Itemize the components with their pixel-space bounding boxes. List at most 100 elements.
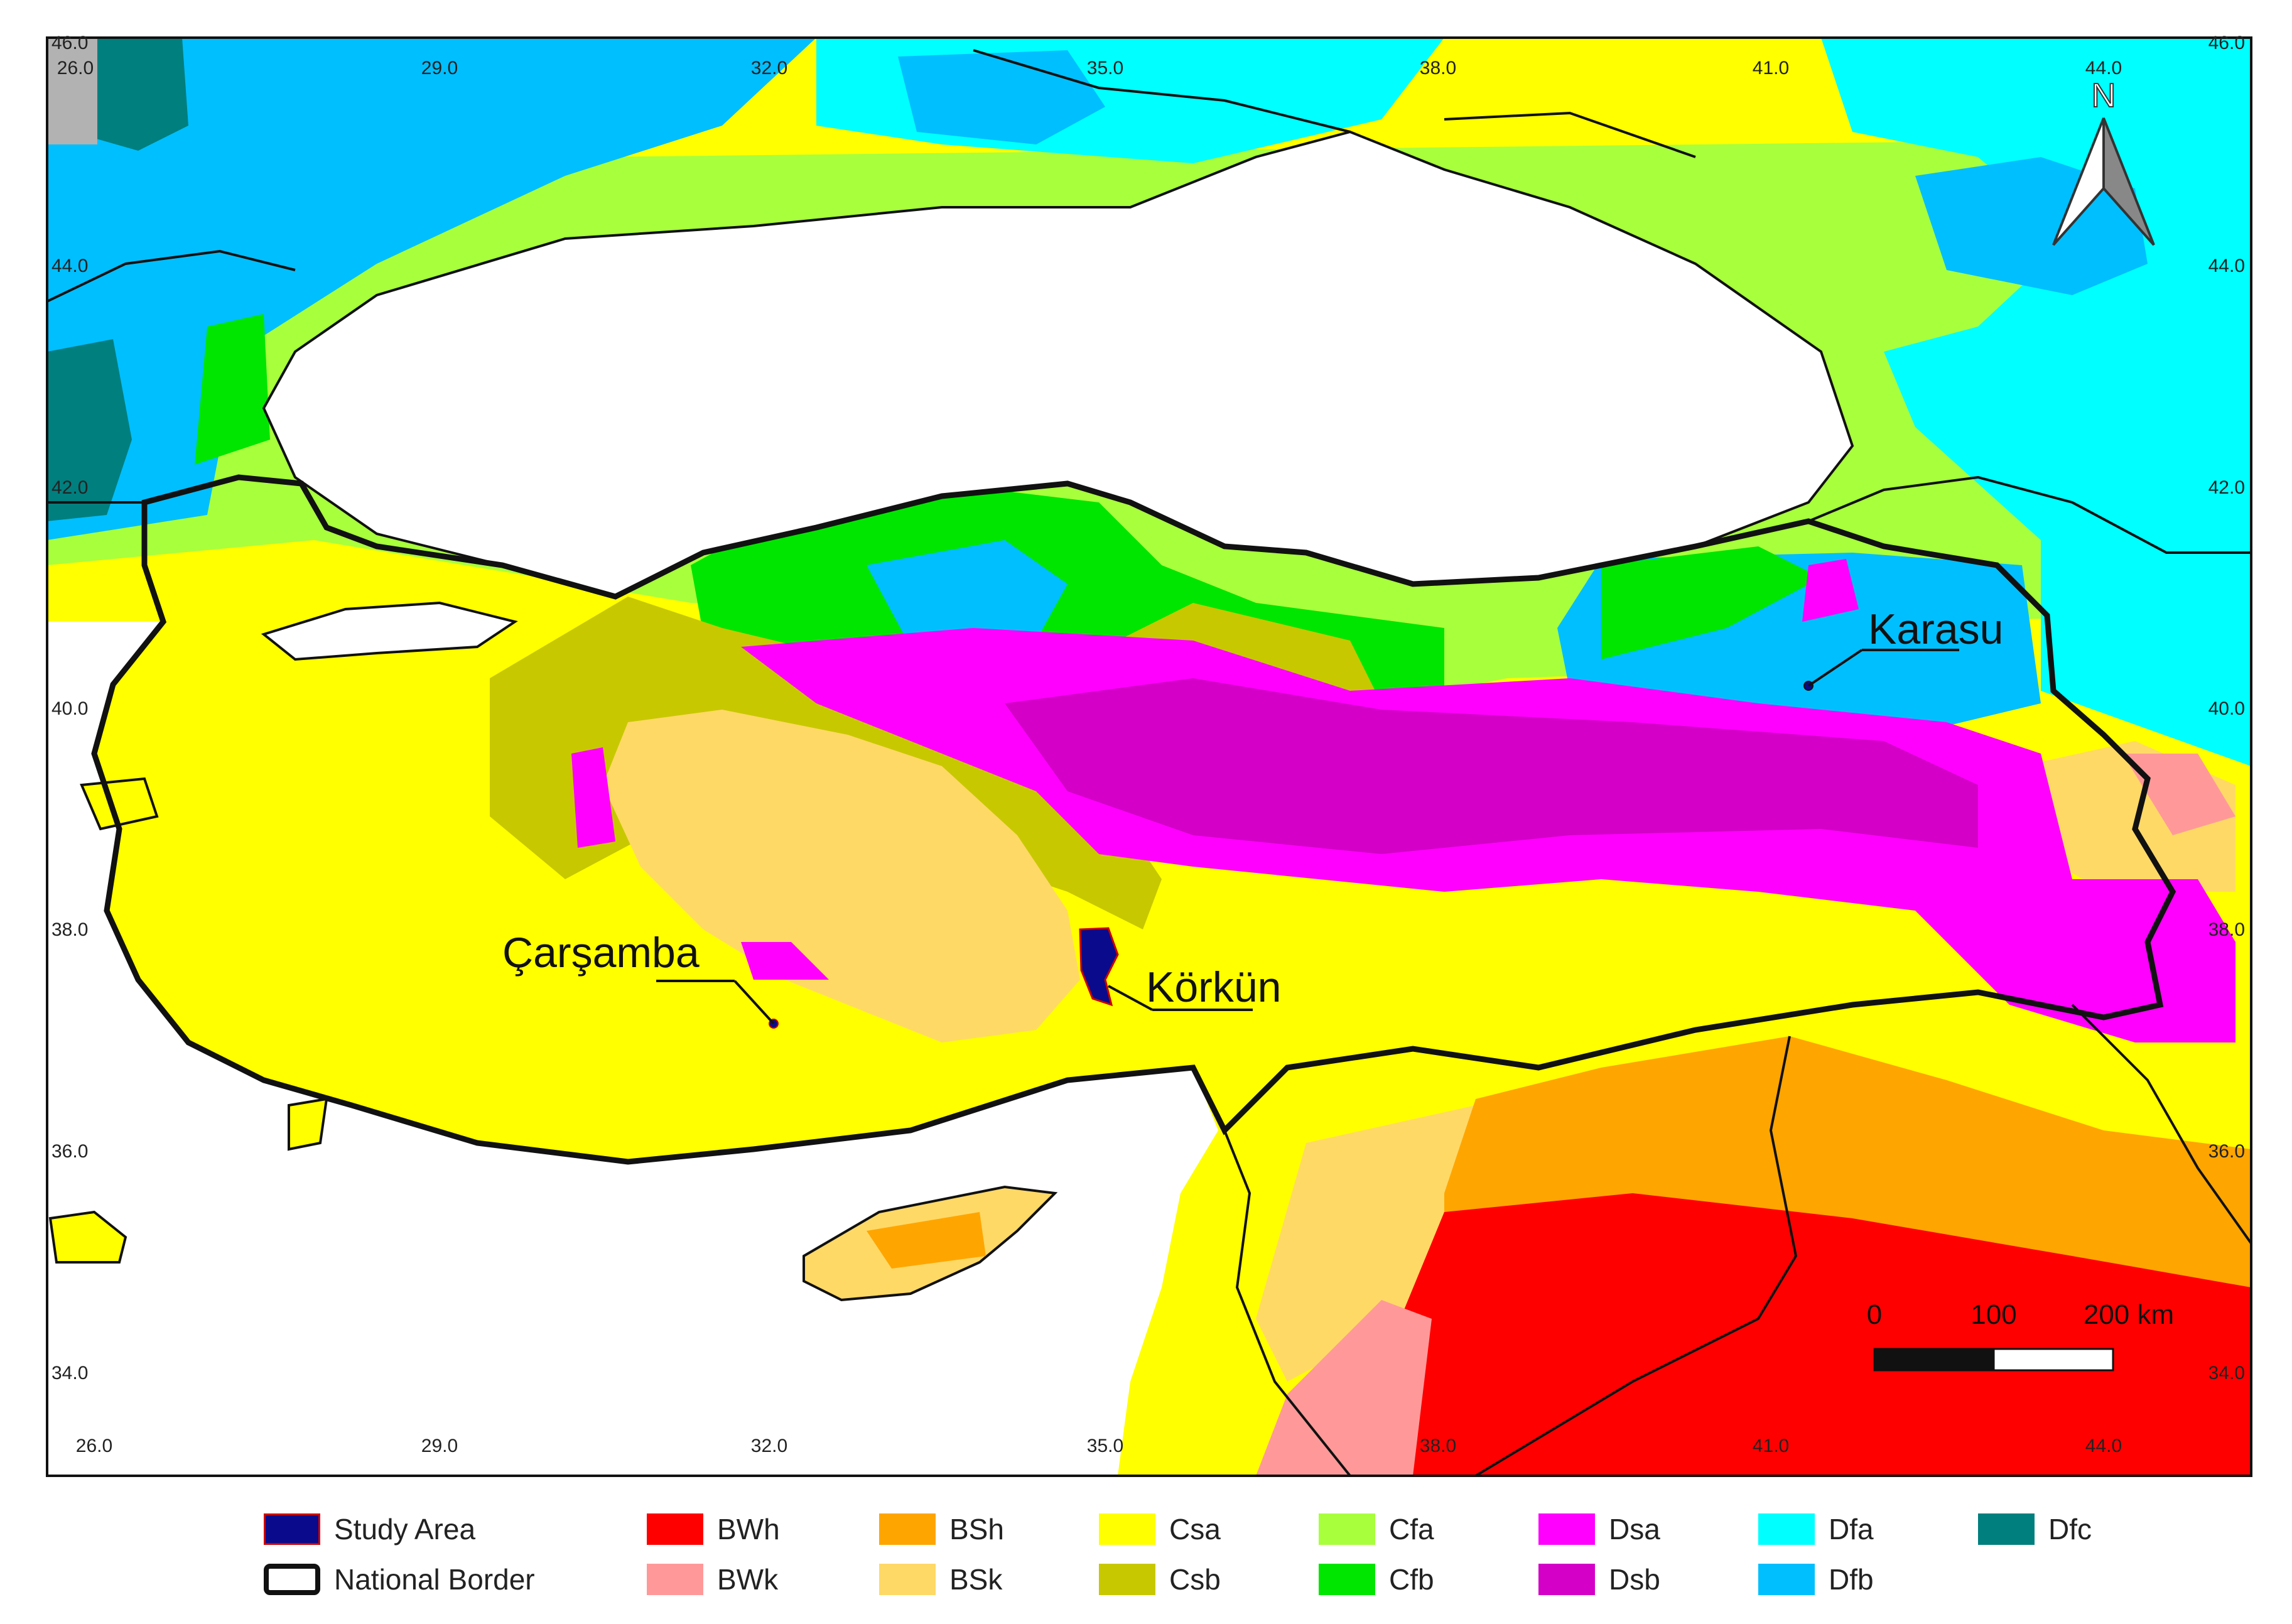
legend-label: BSk <box>949 1563 1003 1596</box>
lat-tick-label: 36.0 <box>51 1141 88 1162</box>
legend-label: Dfa <box>1829 1513 1874 1546</box>
legend-item-cfb: Cfb <box>1319 1557 1434 1601</box>
lon-tick-label: 32.0 <box>751 58 787 78</box>
scale-label: 200 km <box>2084 1299 2174 1330</box>
bsk-zone-south <box>1256 1105 1476 1382</box>
legend-label: Dfc <box>2048 1513 2092 1546</box>
cfb-zone-east-coast <box>1601 546 1821 659</box>
legend-label: Csa <box>1169 1513 1221 1546</box>
place-name: Körkün <box>1146 963 1281 1011</box>
legend: Study Area National Border BWh BWk BSh B… <box>264 1507 2148 1614</box>
dfb-zone-inland <box>867 540 1068 647</box>
legend-swatch <box>1099 1564 1155 1595</box>
bwk-zone <box>1256 1300 1432 1476</box>
lon-tick-label: 29.0 <box>421 1436 458 1456</box>
lon-tick-label: 44.0 <box>2085 1436 2122 1456</box>
scale-label: 100 <box>1970 1299 2016 1330</box>
bwk-zone-east <box>2122 754 2235 835</box>
legend-item-bsh: BSh <box>879 1507 1004 1551</box>
lat-tick-label: 40.0 <box>2208 698 2245 719</box>
place-label-carsamba: Çarşamba <box>502 929 775 1025</box>
legend-item-dfc: Dfc <box>1978 1507 2092 1551</box>
lon-tick-label: 41.0 <box>1753 58 1789 78</box>
study-area-korkun[interactable] <box>1079 927 1119 1007</box>
lat-tick-label: 44.0 <box>51 256 88 276</box>
legend-swatch <box>1758 1564 1815 1595</box>
dfc-zone-north <box>94 38 188 151</box>
lon-tick-label: 41.0 <box>1753 1436 1789 1456</box>
legend-label: Dsb <box>1609 1563 1660 1596</box>
legend-swatch <box>1538 1564 1595 1595</box>
lat-tick-label: 34.0 <box>2208 1363 2245 1383</box>
lat-ticks-right: 46.0 44.0 42.0 40.0 38.0 36.0 34.0 <box>2208 33 2245 1383</box>
legend-item-bsk: BSk <box>879 1557 1002 1601</box>
legend-swatch <box>879 1564 936 1595</box>
legend-item-dsa: Dsa <box>1538 1507 1660 1551</box>
dsa-zone-karasu <box>1802 559 1859 622</box>
turkey-border <box>91 474 2176 1165</box>
map-frame <box>46 36 2252 1477</box>
legend-item-dfa: Dfa <box>1758 1507 1874 1551</box>
island-rhodes <box>288 1097 328 1151</box>
dfc-zone <box>47 339 132 521</box>
legend-swatch <box>879 1513 936 1545</box>
legend-label: Study Area <box>334 1513 476 1546</box>
legend-swatch <box>1758 1513 1815 1545</box>
legend-label: Csb <box>1169 1563 1221 1596</box>
place-label-korkun: Körkün <box>1108 963 1281 1011</box>
lon-ticks-top: 26.0 29.0 32.0 35.0 38.0 41.0 44.0 <box>57 58 2122 78</box>
lon-tick-label: 32.0 <box>751 1436 787 1456</box>
legend-item-bwh: BWh <box>647 1507 780 1551</box>
legend-item-national-border: National Border <box>264 1557 535 1601</box>
lat-tick-label: 46.0 <box>51 33 88 53</box>
dsa-zone-carsamba <box>741 942 829 980</box>
legend-item-csb: Csb <box>1099 1557 1221 1601</box>
legend-swatch <box>1978 1513 2035 1545</box>
dsb-zone <box>1005 678 1978 854</box>
lon-tick-label: 44.0 <box>2085 58 2122 78</box>
sea-of-marmara <box>261 601 518 661</box>
legend-swatch <box>1099 1513 1155 1545</box>
legend-label: BSh <box>949 1513 1004 1546</box>
balkan-border <box>47 49 1696 504</box>
lat-tick-label: 38.0 <box>2208 919 2245 940</box>
et-zone <box>47 38 97 144</box>
legend-item-csa: Csa <box>1099 1507 1221 1551</box>
lon-tick-label: 38.0 <box>1420 58 1456 78</box>
scale-label: 0 <box>1867 1299 1882 1330</box>
lon-ticks-bottom: 26.0 29.0 32.0 35.0 38.0 41.0 44.0 <box>76 1436 2122 1456</box>
lat-tick-label: 38.0 <box>51 919 88 940</box>
lon-tick-label: 35.0 <box>1087 58 1123 78</box>
cyprus-bsh-patch <box>867 1212 986 1269</box>
island-crete <box>48 1210 127 1264</box>
legend-label: BWk <box>717 1563 779 1596</box>
place-label-karasu: Karasu <box>1807 605 2003 687</box>
legend-swatch <box>647 1564 703 1595</box>
legend-label: BWh <box>717 1513 780 1546</box>
lat-tick-label: 34.0 <box>51 1363 88 1383</box>
map-layers <box>47 38 2251 1476</box>
dsa-zone-west <box>571 747 615 848</box>
legend-label: Dfb <box>1829 1563 1874 1596</box>
lat-tick-label: 42.0 <box>2208 477 2245 498</box>
place-name: Karasu <box>1868 605 2003 653</box>
legend-swatch <box>1319 1564 1375 1595</box>
legend-label: Cfa <box>1389 1513 1434 1546</box>
lon-tick-label: 26.0 <box>57 58 94 78</box>
lat-tick-label: 40.0 <box>51 698 88 719</box>
lon-tick-label: 35.0 <box>1087 1436 1123 1456</box>
bsk-zone-central <box>603 710 1080 1042</box>
lat-tick-label: 46.0 <box>2208 33 2245 53</box>
lat-tick-label: 44.0 <box>2208 256 2245 276</box>
lat-tick-label: 42.0 <box>51 477 88 498</box>
legend-swatch <box>647 1513 703 1545</box>
dfb-zone-northwest <box>47 38 816 540</box>
legend-item-dfb: Dfb <box>1758 1557 1874 1601</box>
legend-swatch <box>264 1513 320 1545</box>
lat-ticks-left: 46.0 44.0 42.0 40.0 38.0 36.0 34.0 <box>51 33 88 1383</box>
legend-swatch <box>1538 1513 1595 1545</box>
legend-item-bwk: BWk <box>647 1557 778 1601</box>
bwh-zone <box>1381 1193 2251 1476</box>
lat-tick-label: 36.0 <box>2208 1141 2245 1162</box>
